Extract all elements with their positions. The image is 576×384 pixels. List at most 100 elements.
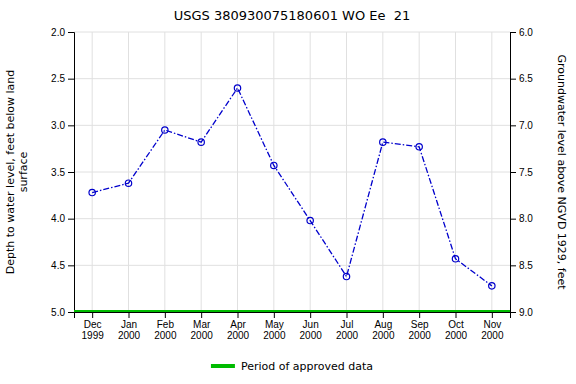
tick: 8.5 bbox=[510, 260, 533, 271]
tick: Jul2000 bbox=[336, 312, 359, 341]
tick-label: Mar2000 bbox=[191, 319, 214, 341]
tick-label: Jul2000 bbox=[336, 319, 359, 341]
tick-mark bbox=[68, 312, 74, 313]
data-point bbox=[234, 85, 240, 91]
text-line: surface bbox=[17, 151, 30, 192]
legend: Period of approved data bbox=[211, 360, 373, 373]
tick: 5.0 bbox=[51, 307, 74, 318]
tick-mark bbox=[68, 172, 74, 173]
grid bbox=[74, 32, 510, 312]
tick: 2.0 bbox=[51, 27, 74, 38]
tick-mark bbox=[68, 125, 74, 126]
tick-mark bbox=[92, 312, 93, 318]
tick-mark bbox=[68, 219, 74, 220]
text-line: Jun bbox=[303, 319, 319, 330]
tick-label: Sep2000 bbox=[409, 319, 432, 341]
tick-label: 9.0 bbox=[519, 307, 533, 318]
tick: 7.0 bbox=[510, 120, 533, 131]
text-line: 2000 bbox=[409, 330, 432, 341]
axis-line bbox=[75, 313, 511, 319]
tick-mark bbox=[383, 312, 384, 318]
tick-mark bbox=[129, 312, 130, 318]
grid-line bbox=[237, 32, 238, 312]
tick: Sep2000 bbox=[409, 312, 432, 341]
data-point bbox=[380, 139, 386, 145]
y-axis-label: Depth to water level, feet below landsur… bbox=[4, 70, 30, 275]
tick: 3.0 bbox=[51, 120, 74, 131]
text-line: Jan bbox=[121, 319, 137, 330]
tick-label: Dec1999 bbox=[82, 319, 105, 341]
text-line: Apr bbox=[230, 319, 246, 330]
data-point bbox=[343, 273, 349, 279]
tick-label: 3.0 bbox=[51, 120, 65, 131]
text-line: 2000 bbox=[227, 330, 250, 341]
tick: Jun2000 bbox=[300, 312, 323, 341]
grid-line bbox=[74, 265, 510, 266]
text-line: 2000 bbox=[445, 330, 468, 341]
tick-mark bbox=[492, 312, 493, 318]
text-line: Nov bbox=[483, 319, 501, 330]
grid-line bbox=[455, 32, 456, 312]
tick: 2.5 bbox=[51, 73, 74, 84]
text-line: Depth to water level, feet below land bbox=[4, 70, 17, 275]
plot-area: Dec1999Jan2000Feb2000Mar2000Apr2000May20… bbox=[4, 27, 568, 341]
data-point bbox=[271, 162, 277, 168]
tick-label: 6.0 bbox=[519, 27, 533, 38]
tick-mark bbox=[68, 265, 74, 266]
tick-mark bbox=[201, 312, 202, 318]
data-point bbox=[307, 217, 313, 223]
grid-line bbox=[74, 78, 510, 79]
tick-mark bbox=[510, 79, 516, 80]
text-line: 2000 bbox=[118, 330, 141, 341]
tick-mark bbox=[68, 79, 74, 80]
tick-mark bbox=[165, 312, 166, 318]
text-line: 2000 bbox=[336, 330, 359, 341]
text-line: Sep bbox=[411, 319, 429, 330]
text-line: Feb bbox=[157, 319, 175, 330]
data-point bbox=[125, 180, 131, 186]
tick-label: 7.5 bbox=[519, 167, 533, 178]
axis-line bbox=[511, 33, 517, 313]
reference-line bbox=[74, 310, 510, 312]
tick-label: 5.0 bbox=[51, 307, 65, 318]
tick: 9.0 bbox=[510, 307, 533, 318]
tick-label: Jan2000 bbox=[118, 319, 141, 341]
tick-label: Feb2000 bbox=[154, 319, 177, 341]
tick: 3.5 bbox=[51, 167, 74, 178]
text-line: Aug bbox=[374, 319, 392, 330]
x-axis: Dec1999Jan2000Feb2000Mar2000Apr2000May20… bbox=[75, 312, 511, 341]
grid-line bbox=[128, 32, 129, 312]
text-line: May bbox=[265, 319, 284, 330]
grid-line bbox=[346, 32, 347, 312]
tick-label: 8.5 bbox=[519, 260, 533, 271]
tick-label: 4.0 bbox=[51, 213, 65, 224]
tick-label: 2.5 bbox=[51, 73, 65, 84]
grid-line bbox=[273, 32, 274, 312]
data-point bbox=[89, 189, 95, 195]
data-point bbox=[416, 144, 422, 150]
grid-line bbox=[201, 32, 202, 312]
tick-mark bbox=[510, 265, 516, 266]
tick-label: 4.5 bbox=[51, 260, 65, 271]
tick-mark bbox=[238, 312, 239, 318]
text-line: 2000 bbox=[154, 330, 177, 341]
grid-line bbox=[310, 32, 311, 312]
data-point bbox=[198, 139, 204, 145]
chart: Dec1999Jan2000Feb2000Mar2000Apr2000May20… bbox=[0, 0, 576, 384]
grid-line bbox=[419, 32, 420, 312]
tick: Nov2000 bbox=[481, 312, 504, 341]
tick-label: Apr2000 bbox=[227, 319, 250, 341]
tick-label: 7.0 bbox=[519, 120, 533, 131]
grid-line bbox=[74, 172, 510, 173]
data-line bbox=[92, 88, 492, 286]
tick-mark bbox=[510, 125, 516, 126]
axis-line bbox=[68, 33, 75, 313]
tick-label: Jun2000 bbox=[300, 319, 323, 341]
tick: Oct2000 bbox=[445, 312, 468, 341]
tick-label: 6.5 bbox=[519, 73, 533, 84]
tick-label: Oct2000 bbox=[445, 319, 468, 341]
tick: Aug2000 bbox=[372, 312, 395, 341]
tick: Dec1999 bbox=[82, 312, 105, 341]
tick-mark bbox=[274, 312, 275, 318]
data-point bbox=[489, 283, 495, 289]
